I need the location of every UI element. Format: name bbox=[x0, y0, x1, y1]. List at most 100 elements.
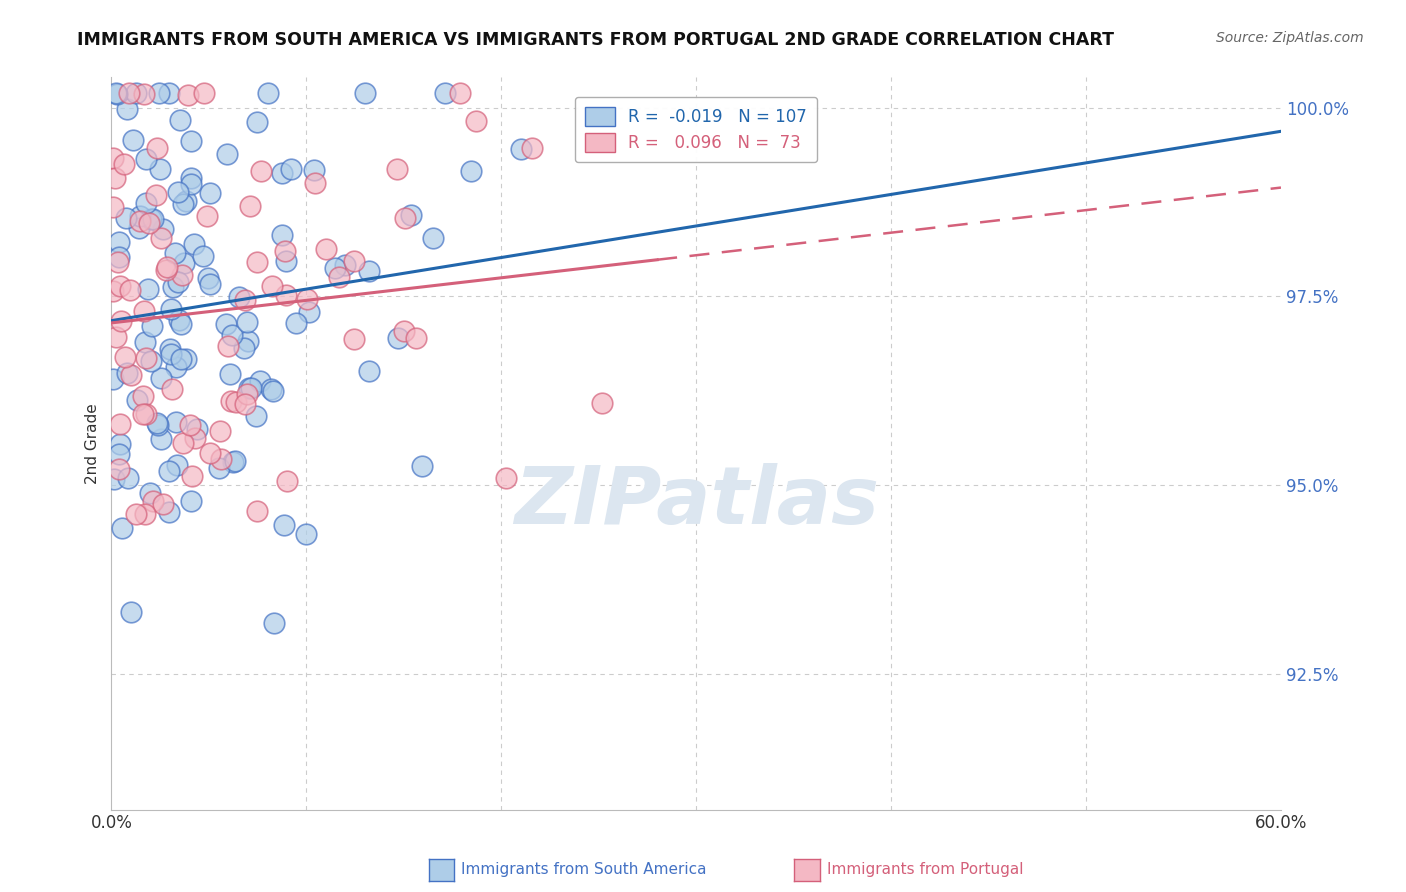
Point bbox=[169, 351, 191, 366]
Point bbox=[197, 271, 219, 285]
Point bbox=[174, 194, 197, 208]
Point bbox=[173, 256, 195, 270]
Point bbox=[246, 255, 269, 269]
Point bbox=[103, 372, 125, 386]
Point bbox=[245, 409, 267, 424]
Point bbox=[236, 334, 259, 348]
Point bbox=[219, 367, 242, 381]
Point bbox=[170, 317, 193, 331]
Point bbox=[221, 393, 243, 408]
Point bbox=[276, 474, 298, 488]
Point bbox=[160, 382, 183, 396]
Point bbox=[166, 185, 188, 199]
Point bbox=[285, 316, 308, 330]
Text: Source: ZipAtlas.com: Source: ZipAtlas.com bbox=[1216, 31, 1364, 45]
Point bbox=[249, 374, 271, 388]
Point bbox=[271, 166, 294, 180]
Point bbox=[107, 254, 129, 268]
Point bbox=[180, 178, 202, 192]
Point bbox=[150, 371, 173, 385]
Point bbox=[422, 230, 444, 244]
Point bbox=[155, 262, 177, 277]
Point bbox=[134, 87, 156, 102]
Point bbox=[236, 316, 259, 330]
Point bbox=[238, 381, 260, 395]
Point bbox=[276, 288, 298, 302]
Point bbox=[405, 330, 427, 344]
Point bbox=[180, 493, 202, 508]
Point bbox=[125, 86, 148, 100]
Point bbox=[180, 134, 202, 148]
Point bbox=[495, 471, 517, 485]
Point bbox=[128, 220, 150, 235]
Point bbox=[273, 517, 295, 532]
Text: Immigrants from South America: Immigrants from South America bbox=[461, 863, 707, 877]
Point bbox=[110, 417, 132, 432]
Point bbox=[260, 382, 283, 396]
Point bbox=[135, 407, 157, 421]
Point bbox=[209, 451, 232, 466]
Point bbox=[139, 354, 162, 368]
Point bbox=[215, 147, 238, 161]
Point bbox=[104, 330, 127, 344]
Point bbox=[103, 200, 125, 214]
Point bbox=[159, 342, 181, 356]
Point bbox=[304, 176, 326, 190]
Point bbox=[233, 293, 256, 307]
Point bbox=[145, 187, 167, 202]
Point bbox=[115, 103, 138, 117]
Point bbox=[167, 312, 190, 326]
Point bbox=[157, 86, 180, 100]
Point bbox=[225, 395, 247, 409]
Point bbox=[302, 163, 325, 178]
Point bbox=[138, 486, 160, 500]
Point bbox=[509, 142, 531, 156]
Point bbox=[239, 199, 262, 213]
Point bbox=[118, 86, 141, 100]
Point bbox=[183, 237, 205, 252]
Point bbox=[103, 284, 125, 298]
Point bbox=[460, 164, 482, 178]
Point bbox=[323, 260, 346, 275]
Point bbox=[198, 186, 221, 201]
Point bbox=[228, 289, 250, 303]
Point bbox=[120, 605, 142, 619]
Point bbox=[193, 86, 215, 100]
Point bbox=[411, 459, 433, 474]
Point bbox=[208, 461, 231, 475]
Point bbox=[166, 458, 188, 473]
Point bbox=[449, 86, 471, 100]
Point bbox=[104, 171, 127, 186]
Point bbox=[134, 334, 156, 349]
Point bbox=[387, 331, 409, 345]
Point bbox=[149, 161, 172, 176]
Point bbox=[150, 230, 173, 244]
Point bbox=[167, 275, 190, 289]
Point bbox=[392, 324, 415, 338]
Point bbox=[387, 161, 409, 176]
Point bbox=[125, 508, 148, 522]
Point bbox=[180, 171, 202, 186]
Point bbox=[172, 196, 194, 211]
Legend: R =  -0.019   N = 107, R =   0.096   N =  73: R = -0.019 N = 107, R = 0.096 N = 73 bbox=[575, 96, 817, 162]
Point bbox=[165, 415, 187, 429]
Point bbox=[250, 164, 273, 178]
Point bbox=[591, 396, 613, 410]
Point bbox=[260, 279, 283, 293]
Point bbox=[343, 254, 366, 268]
Point bbox=[115, 366, 138, 380]
Point bbox=[108, 279, 131, 293]
Point bbox=[115, 211, 138, 225]
Point bbox=[132, 389, 155, 403]
Point bbox=[357, 264, 380, 278]
Point bbox=[183, 431, 205, 445]
Point bbox=[335, 258, 357, 272]
Point bbox=[162, 279, 184, 293]
Point bbox=[112, 156, 135, 170]
Point bbox=[280, 162, 302, 177]
Point bbox=[263, 616, 285, 631]
Point bbox=[297, 292, 319, 306]
Point bbox=[394, 211, 416, 226]
Point bbox=[142, 212, 165, 227]
Point bbox=[152, 497, 174, 511]
